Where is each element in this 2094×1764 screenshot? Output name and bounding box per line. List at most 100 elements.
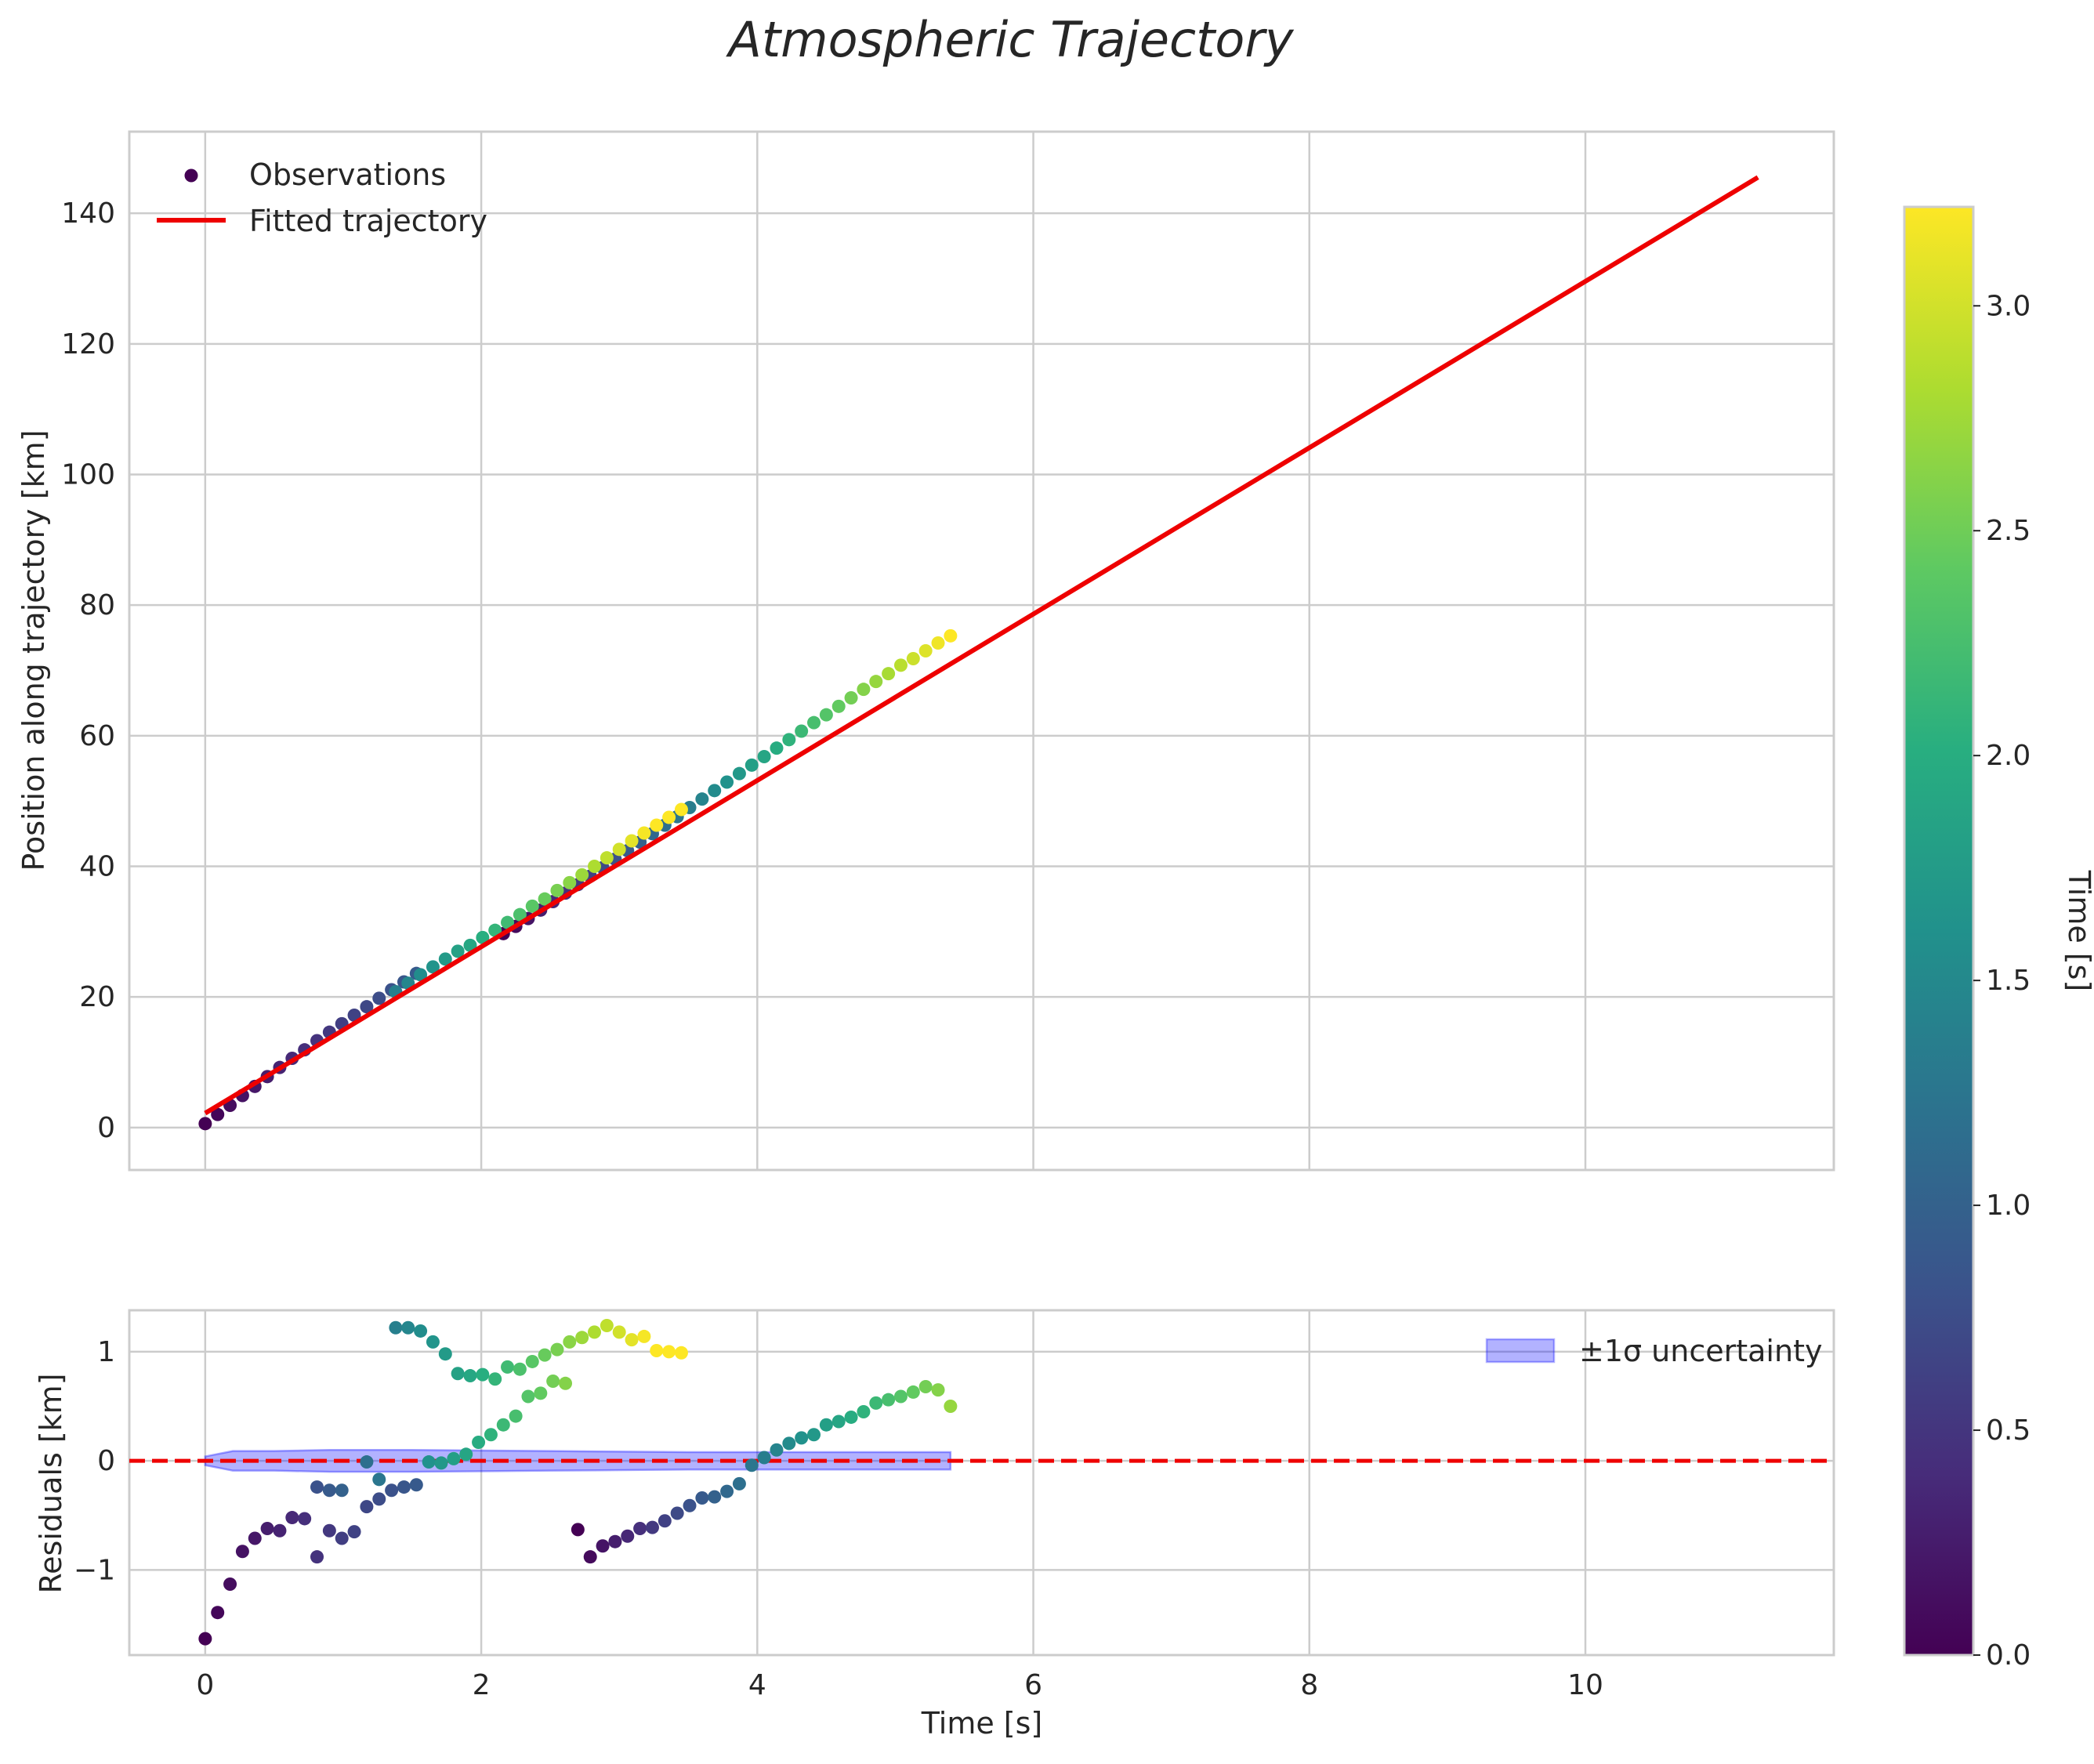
top-y-tick-label: 20: [79, 981, 115, 1013]
residual-point: [782, 1436, 796, 1451]
legend-fitted-label: Fitted trajectory: [249, 204, 487, 238]
residual-point: [438, 1347, 452, 1361]
observation-point: [625, 834, 639, 848]
top-y-tick-label: 40: [79, 851, 115, 883]
residual-point: [513, 1362, 527, 1376]
x-tick-label: 8: [1300, 1669, 1318, 1701]
observation-point: [463, 938, 477, 952]
residual-point: [347, 1525, 361, 1539]
x-tick-label: 6: [1024, 1669, 1042, 1701]
residual-point: [360, 1455, 374, 1469]
residual-point: [198, 1632, 212, 1646]
observation-point: [807, 715, 821, 730]
colorbar-tick-label: 1.0: [1986, 1190, 2031, 1222]
residual-point: [882, 1393, 896, 1407]
residual-point: [732, 1476, 746, 1491]
observation-point: [600, 851, 614, 865]
top-y-tick-label: 60: [79, 720, 115, 752]
x-axis-label: Time [s]: [921, 1706, 1043, 1740]
residual-plot-frame: [128, 1309, 1835, 1657]
residual-point: [546, 1375, 560, 1389]
residual-point: [625, 1333, 639, 1347]
legend-observations-label: Observations: [249, 158, 446, 192]
observation-point: [476, 930, 490, 944]
observation-point: [588, 860, 602, 873]
residual-point: [223, 1577, 237, 1591]
legend-uncertainty-label: ±1σ uncertainty: [1579, 1334, 1822, 1368]
residual-point: [674, 1346, 688, 1360]
legend-uncertainty-swatch: [1485, 1338, 1556, 1364]
residual-legend: ±1σ uncertainty: [1485, 1334, 1822, 1368]
legend-observations-marker: [184, 168, 198, 183]
residual-point: [918, 1379, 933, 1393]
observation-point: [360, 1000, 374, 1014]
residual-point: [525, 1354, 539, 1368]
residual-y-tick-label: −1: [74, 1554, 115, 1586]
observation-point: [488, 923, 502, 937]
observation-point: [438, 952, 452, 966]
observation-point: [198, 1117, 212, 1131]
observation-point: [372, 991, 386, 1005]
x-tick-label: 2: [473, 1669, 491, 1701]
colorbar-tick-label: 2.5: [1986, 515, 2031, 547]
residual-point: [397, 1480, 411, 1494]
colorbar: [1903, 205, 1975, 1657]
observation-point: [744, 758, 759, 772]
observation-point: [844, 691, 858, 705]
residual-point: [637, 1329, 651, 1343]
residual-point: [658, 1514, 672, 1528]
residual-point: [571, 1523, 585, 1537]
residual-point: [538, 1348, 552, 1362]
observation-point: [662, 810, 676, 824]
residual-point: [459, 1447, 473, 1462]
residual-point: [409, 1478, 423, 1492]
x-tick-label: 0: [196, 1669, 214, 1701]
residual-point: [211, 1606, 225, 1620]
residual-point: [757, 1451, 771, 1465]
residual-point: [310, 1550, 324, 1564]
observation-point: [732, 766, 746, 781]
x-tick-label: 4: [748, 1669, 766, 1701]
residual-y-tick-label: 0: [97, 1445, 115, 1477]
residual-point: [563, 1335, 577, 1349]
residual-point: [260, 1521, 274, 1535]
chart-title: Atmospheric Trajectory: [725, 11, 1294, 68]
observation-point: [869, 675, 883, 689]
observation-point: [513, 907, 527, 922]
fitted-trajectory-line: [204, 175, 1759, 1116]
residual-point: [931, 1383, 945, 1397]
residual-point: [322, 1523, 336, 1538]
residual-point: [372, 1492, 386, 1506]
residual-point: [401, 1320, 415, 1335]
top-y-tick-label: 80: [79, 589, 115, 621]
residual-point: [893, 1389, 908, 1404]
top-plot-frame: [128, 130, 1835, 1172]
residual-point: [906, 1385, 920, 1399]
observation-point: [575, 868, 589, 882]
residual-point: [385, 1483, 399, 1498]
observation-point: [550, 883, 564, 897]
observation-point: [211, 1107, 225, 1121]
residual-point: [235, 1545, 249, 1559]
residual-point: [550, 1342, 564, 1357]
top-y-axis-label: Position along trajectory [km]: [16, 429, 51, 871]
observation-point: [882, 667, 896, 681]
observation-point: [931, 636, 945, 650]
residual-point: [600, 1318, 614, 1332]
residual-point: [463, 1369, 477, 1383]
residual-y-tick-label: 1: [97, 1336, 115, 1368]
residual-point: [310, 1480, 324, 1494]
colorbar-tick-label: 2.0: [1986, 740, 2031, 772]
observation-point: [538, 892, 552, 906]
residual-point: [807, 1428, 821, 1442]
residual-point: [447, 1451, 461, 1465]
residual-point: [575, 1331, 589, 1345]
residual-point: [509, 1409, 523, 1423]
residual-point: [612, 1325, 626, 1339]
residual-point: [559, 1376, 573, 1390]
residual-point: [869, 1396, 883, 1410]
observation-point: [782, 733, 796, 747]
observation-point: [612, 842, 626, 857]
residual-point: [588, 1325, 602, 1339]
top-legend: Observations Fitted trajectory: [157, 158, 487, 238]
